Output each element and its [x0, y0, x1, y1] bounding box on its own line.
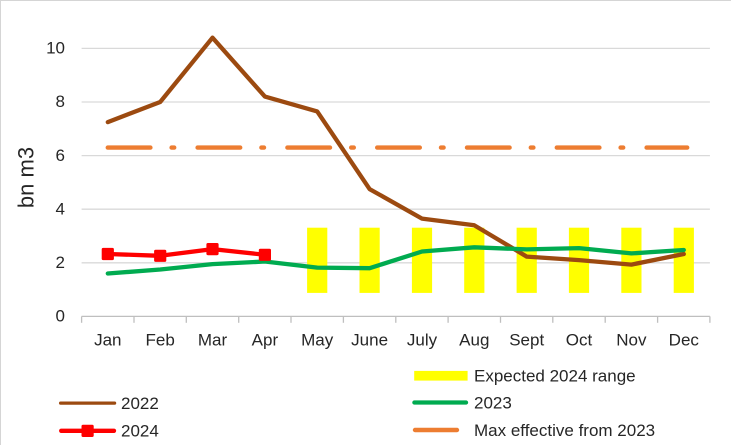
svg-text:6: 6 — [56, 146, 65, 165]
svg-text:Expected 2024 range: Expected 2024 range — [474, 367, 636, 386]
svg-text:Apr: Apr — [252, 331, 279, 350]
svg-text:Jan: Jan — [94, 331, 121, 350]
svg-text:July: July — [407, 331, 438, 350]
svg-text:2023: 2023 — [474, 393, 512, 412]
svg-text:8: 8 — [56, 92, 65, 111]
svg-text:Aug: Aug — [459, 331, 489, 350]
svg-text:10: 10 — [46, 39, 65, 58]
svg-text:0: 0 — [56, 307, 65, 326]
svg-text:Dec: Dec — [669, 331, 700, 350]
svg-text:Nov: Nov — [616, 331, 647, 350]
svg-text:Feb: Feb — [146, 331, 175, 350]
svg-text:Mar: Mar — [198, 331, 228, 350]
svg-text:Sept: Sept — [509, 331, 544, 350]
svg-text:4: 4 — [56, 199, 65, 218]
svg-text:Max effective from 2023: Max effective from 2023 — [474, 421, 655, 440]
svg-text:June: June — [351, 331, 388, 350]
svg-text:2022: 2022 — [121, 394, 159, 413]
svg-text:2: 2 — [56, 253, 65, 272]
svg-text:2024: 2024 — [121, 422, 159, 441]
svg-text:bn m3: bn m3 — [14, 147, 39, 208]
svg-text:Oct: Oct — [566, 331, 593, 350]
svg-text:May: May — [301, 331, 334, 350]
